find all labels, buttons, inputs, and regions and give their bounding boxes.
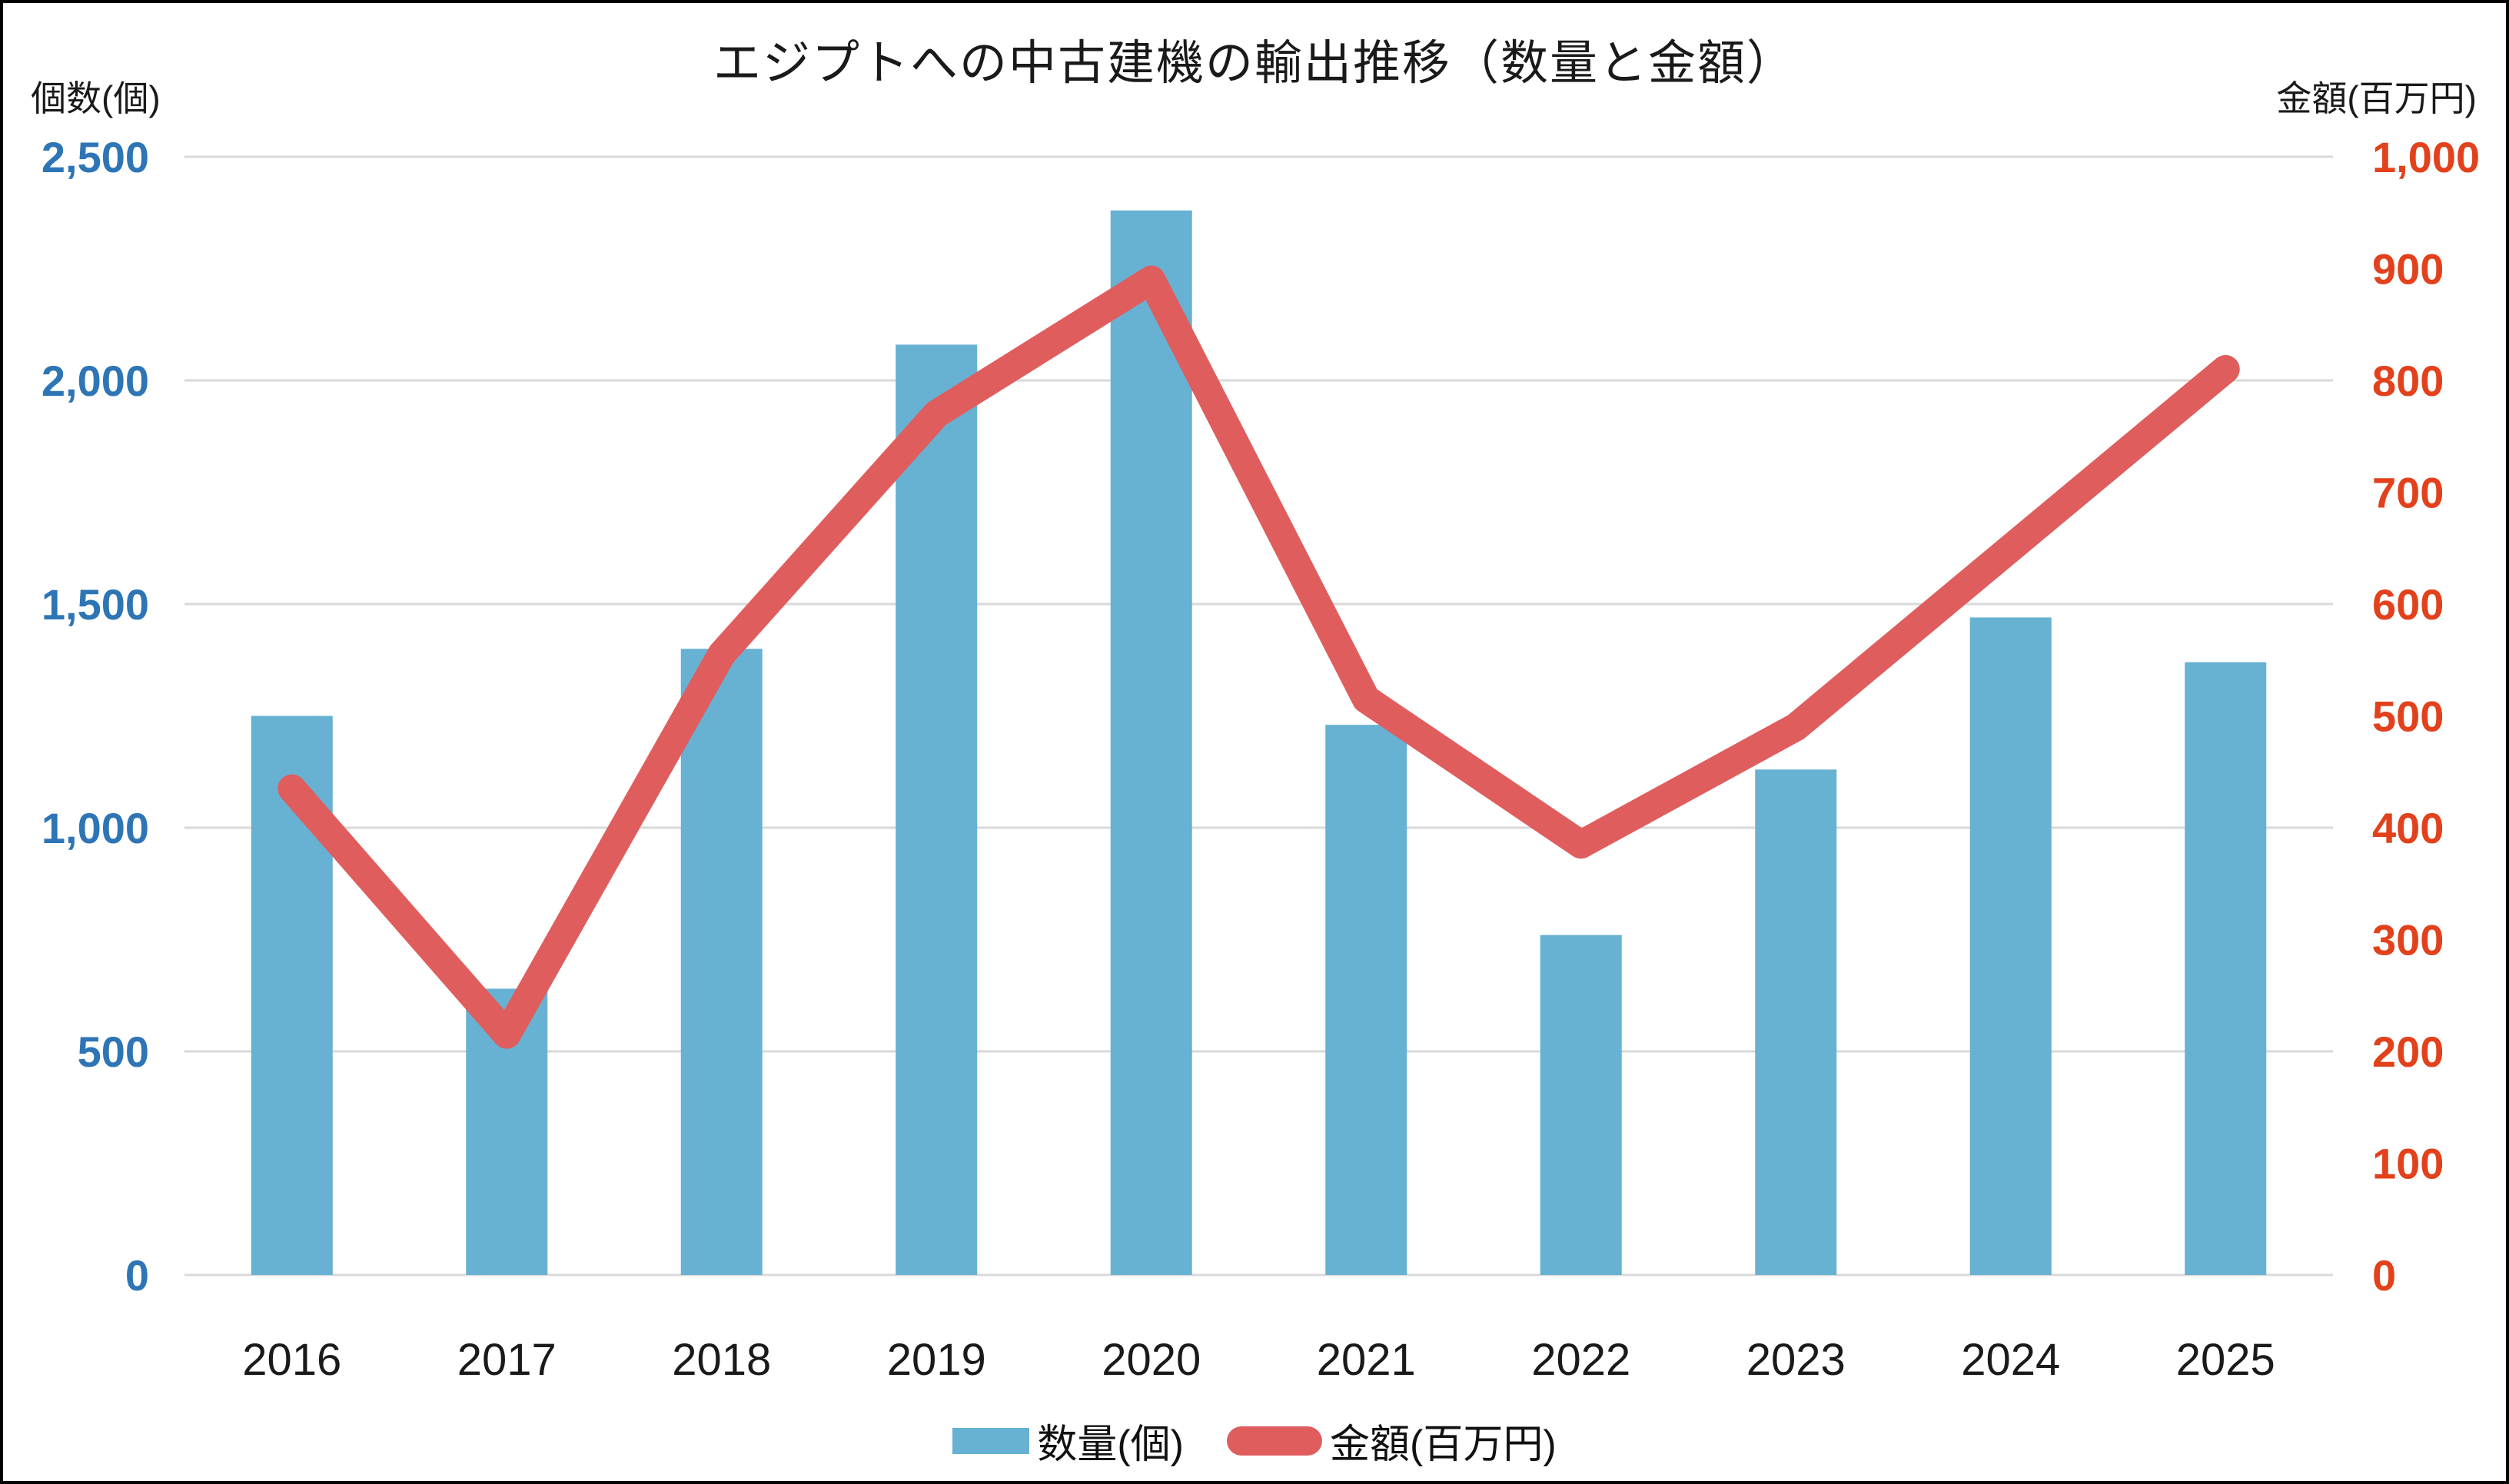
bar-2020: [1110, 210, 1192, 1276]
right-axis-tick-800: 800: [2372, 357, 2444, 405]
x-axis-label-2024: 2024: [1961, 1335, 2060, 1385]
bar-2021: [1325, 725, 1407, 1275]
left-axis-unit-label: 個数(個): [31, 78, 161, 118]
bar-2024: [1969, 617, 2052, 1275]
right-axis-tick-400: 400: [2372, 804, 2444, 852]
legend-bar-label: 数量(個): [1037, 1423, 1184, 1467]
left-axis-tick-1,000: 1,000: [42, 804, 149, 852]
bar-2022: [1540, 935, 1622, 1275]
left-axis-tick-0: 0: [125, 1251, 149, 1300]
right-axis-tick-100: 100: [2372, 1140, 2444, 1188]
right-axis-tick-500: 500: [2372, 692, 2444, 741]
right-axis-tick-0: 0: [2372, 1251, 2396, 1300]
x-axis-label-2020: 2020: [1102, 1335, 1201, 1385]
bar-2025: [2185, 662, 2267, 1275]
x-axis-label-2019: 2019: [887, 1335, 986, 1385]
amount-line: [277, 265, 2240, 1049]
x-axis-label-2016: 2016: [242, 1335, 341, 1385]
bar-2018: [680, 649, 763, 1275]
legend-bar-swatch-icon: [952, 1427, 1030, 1454]
right-axis-tick-700: 700: [2372, 469, 2444, 517]
x-axis-label-2017: 2017: [457, 1335, 557, 1385]
x-axis-label-2023: 2023: [1746, 1335, 1846, 1385]
bar-2023: [1755, 769, 1837, 1275]
x-axis-label-2025: 2025: [2176, 1335, 2275, 1385]
plot-area: 0 500 1,000 1,500 2,000 2,500 0 100 200 300 400 500…: [42, 133, 2480, 1385]
right-axis-tick-300: 300: [2372, 916, 2444, 964]
right-axis-tick-1,000: 1,000: [2372, 133, 2480, 181]
x-axis-label-2018: 2018: [672, 1335, 771, 1385]
legend: 数量(個) 金額(百万円): [3, 1412, 2506, 1469]
x-axis-label-2022: 2022: [1531, 1335, 1630, 1385]
chart-title: エジプトへの中古建機の輸出推移（数量と金額）: [713, 37, 1796, 90]
x-axis-label-2021: 2021: [1317, 1335, 1416, 1385]
legend-line-swatch-icon: [1227, 1426, 1322, 1456]
left-axis-tick-2,000: 2,000: [42, 357, 149, 405]
left-axis-tick-500: 500: [78, 1028, 149, 1076]
right-axis-tick-900: 900: [2372, 245, 2444, 294]
legend-line-label: 金額(百万円): [1330, 1423, 1557, 1467]
right-axis-tick-600: 600: [2372, 580, 2444, 629]
right-axis-tick-200: 200: [2372, 1028, 2444, 1076]
left-axis-tick-2,500: 2,500: [42, 133, 149, 181]
right-axis-unit-label: 金額(百万円): [2276, 78, 2477, 118]
bar-2019: [896, 344, 978, 1276]
left-axis-tick-1,500: 1,500: [42, 580, 149, 629]
